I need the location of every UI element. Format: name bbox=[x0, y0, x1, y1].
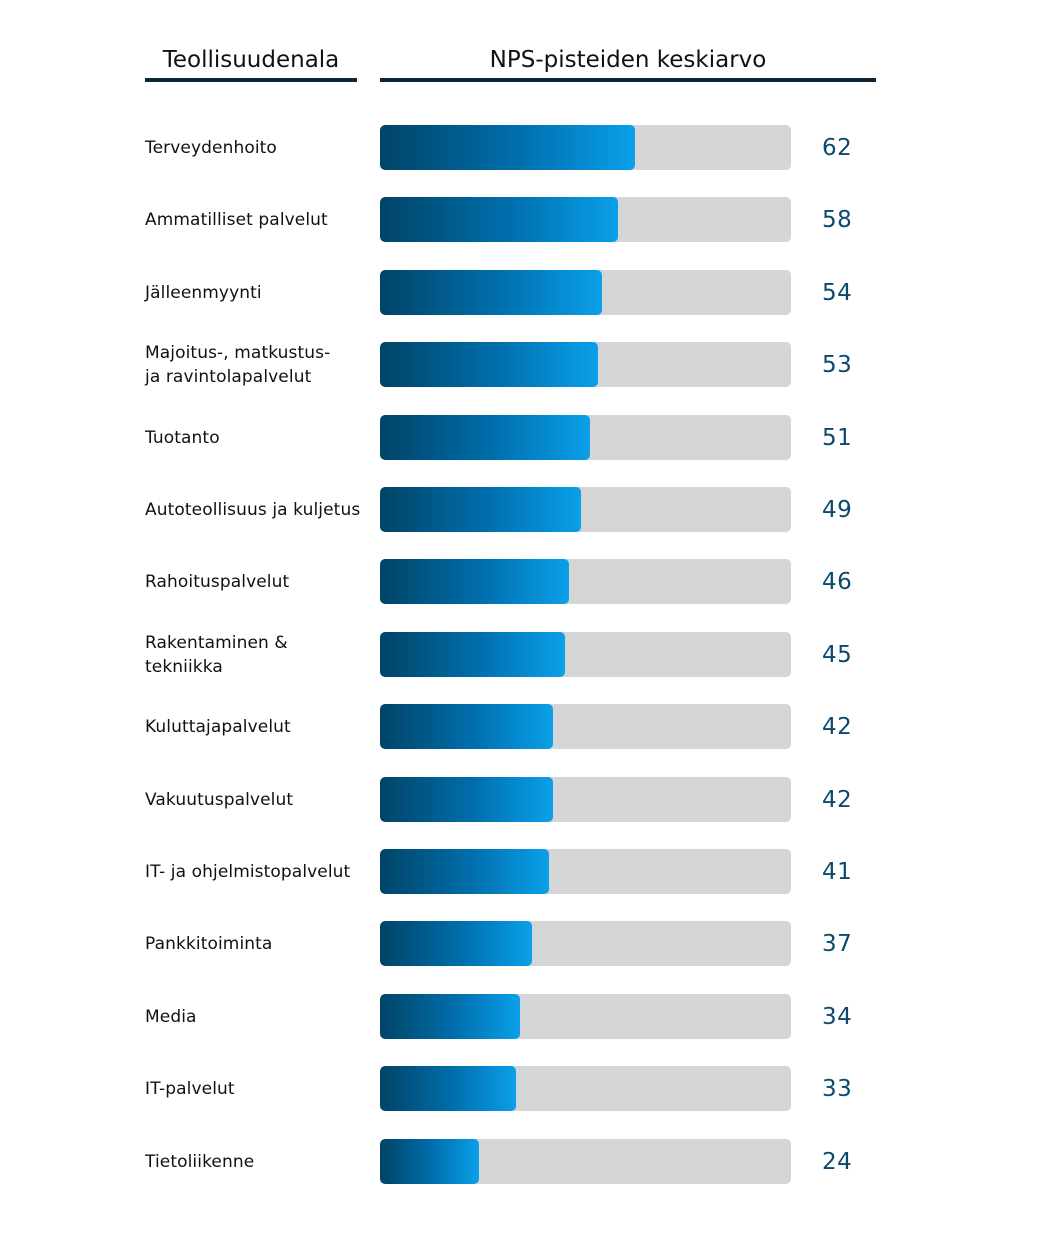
bar bbox=[380, 1139, 479, 1184]
bar bbox=[380, 777, 553, 822]
bar bbox=[380, 270, 602, 315]
value-label: 54 bbox=[822, 280, 853, 306]
value-label: 53 bbox=[822, 352, 853, 378]
category-label: Jälleenmyynti bbox=[145, 283, 262, 303]
bar-track bbox=[380, 1139, 791, 1184]
category-label: Ammatilliset palvelut bbox=[145, 210, 328, 230]
category-label: Tietoliikenne bbox=[145, 1152, 255, 1172]
bar-row: Tietoliikenne 24 bbox=[0, 1139, 1040, 1185]
value-label: 58 bbox=[822, 207, 853, 233]
value-label: 34 bbox=[822, 1004, 853, 1030]
bar-track bbox=[380, 921, 791, 966]
bar bbox=[380, 197, 619, 242]
bar-row: Autoteollisuus ja kuljetus 49 bbox=[0, 487, 1040, 533]
bar bbox=[380, 342, 598, 387]
category-label: Tuotanto bbox=[145, 428, 220, 448]
value-label: 41 bbox=[822, 859, 853, 885]
category-label: Terveydenhoito bbox=[145, 138, 277, 158]
value-label: 24 bbox=[822, 1149, 853, 1175]
bar-row: Media 34 bbox=[0, 994, 1040, 1040]
bar-row: Ammatilliset palvelut 58 bbox=[0, 197, 1040, 243]
bar-track bbox=[380, 559, 791, 604]
bar-track bbox=[380, 632, 791, 677]
bar bbox=[380, 704, 553, 749]
value-label: 46 bbox=[822, 569, 853, 595]
category-column-header: Teollisuudenala bbox=[145, 44, 357, 82]
bar bbox=[380, 415, 590, 460]
value-column-header: NPS-pisteiden keskiarvo bbox=[380, 44, 876, 82]
bar bbox=[380, 921, 533, 966]
value-label: 42 bbox=[822, 787, 853, 813]
bar-row: Rakentaminen & tekniikka 45 bbox=[0, 632, 1040, 678]
category-label: Media bbox=[145, 1007, 197, 1027]
bar-track bbox=[380, 704, 791, 749]
bar-track bbox=[380, 487, 791, 532]
bar bbox=[380, 1066, 516, 1111]
value-label: 62 bbox=[822, 135, 853, 161]
bar-row: Vakuutuspalvelut 42 bbox=[0, 777, 1040, 823]
bar bbox=[380, 559, 570, 604]
value-label: 33 bbox=[822, 1076, 853, 1102]
bar-row: Tuotanto 51 bbox=[0, 415, 1040, 461]
value-label: 42 bbox=[822, 714, 853, 740]
bar-track bbox=[380, 415, 791, 460]
category-label: Autoteollisuus ja kuljetus bbox=[145, 500, 361, 520]
category-label: Rakentaminen & tekniikka bbox=[145, 633, 288, 677]
category-label: Pankkitoiminta bbox=[145, 934, 273, 954]
bar-track bbox=[380, 849, 791, 894]
bar-row: Majoitus-, matkustus- ja ravintolapalvel… bbox=[0, 342, 1040, 388]
bar-row: Kuluttajapalvelut 42 bbox=[0, 704, 1040, 750]
value-label: 45 bbox=[822, 642, 853, 668]
bar-row: IT-palvelut 33 bbox=[0, 1066, 1040, 1112]
bar-row: IT- ja ohjelmistopalvelut 41 bbox=[0, 849, 1040, 895]
bar bbox=[380, 125, 635, 170]
bar bbox=[380, 632, 565, 677]
bar-row: Terveydenhoito 62 bbox=[0, 125, 1040, 171]
value-label: 51 bbox=[822, 425, 853, 451]
bar-row: Rahoituspalvelut 46 bbox=[0, 559, 1040, 605]
category-label: Rahoituspalvelut bbox=[145, 572, 290, 592]
bar-track bbox=[380, 1066, 791, 1111]
value-label: 37 bbox=[822, 931, 853, 957]
value-label: 49 bbox=[822, 497, 853, 523]
bar bbox=[380, 849, 549, 894]
category-label: IT-palvelut bbox=[145, 1079, 235, 1099]
category-label: IT- ja ohjelmistopalvelut bbox=[145, 862, 351, 882]
bar bbox=[380, 994, 520, 1039]
bar bbox=[380, 487, 582, 532]
bar-track bbox=[380, 342, 791, 387]
category-label: Kuluttajapalvelut bbox=[145, 717, 291, 737]
bar-track bbox=[380, 777, 791, 822]
category-label: Majoitus-, matkustus- ja ravintolapalvel… bbox=[145, 343, 331, 387]
bar-row: Pankkitoiminta 37 bbox=[0, 921, 1040, 967]
bar-row: Jälleenmyynti 54 bbox=[0, 270, 1040, 316]
bar-track bbox=[380, 125, 791, 170]
category-label: Vakuutuspalvelut bbox=[145, 790, 294, 810]
bar-track bbox=[380, 994, 791, 1039]
bar-track bbox=[380, 197, 791, 242]
bar-track bbox=[380, 270, 791, 315]
